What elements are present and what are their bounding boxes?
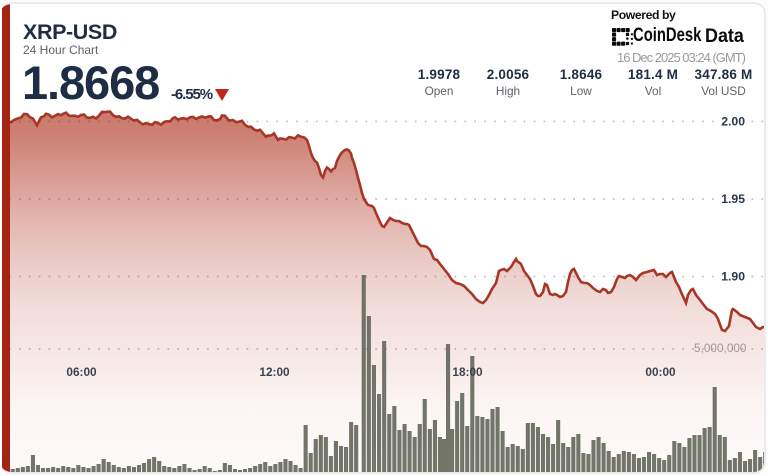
svg-text:2.00: 2.00 — [721, 115, 745, 129]
svg-text:06:00: 06:00 — [66, 365, 97, 379]
svg-text:18:00: 18:00 — [452, 365, 483, 379]
svg-text:00:00: 00:00 — [645, 365, 676, 379]
svg-text:1.90: 1.90 — [721, 270, 745, 284]
svg-text:1.95: 1.95 — [721, 192, 745, 206]
svg-text:12:00: 12:00 — [259, 365, 290, 379]
svg-text:5,000,000: 5,000,000 — [694, 341, 747, 355]
